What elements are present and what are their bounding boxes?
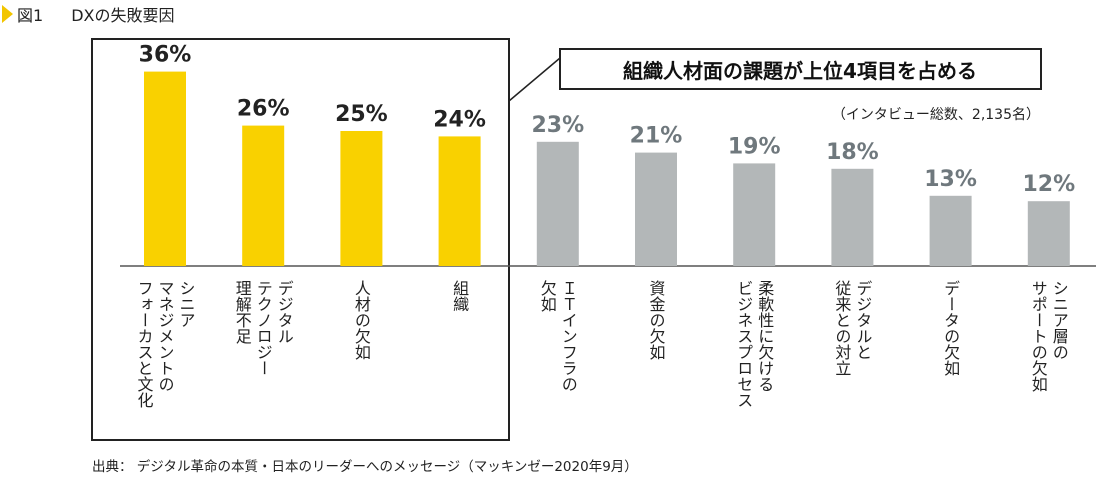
bar-2: [242, 125, 285, 266]
bar-10: [1027, 201, 1070, 266]
value-label-8: 18%: [826, 140, 879, 165]
value-label-1: 36%: [139, 43, 192, 68]
category-label-8-line-1: デジタルと: [853, 280, 872, 360]
triangle-marker-icon: [2, 5, 13, 23]
callout-line: [508, 57, 561, 102]
category-label-1-line-2: マネジメントの: [156, 280, 175, 392]
category-label-7-line-2: ビジネスプロセス: [734, 280, 753, 408]
category-label-2-line-1: デジタル: [275, 280, 294, 344]
bar-3: [340, 131, 383, 266]
callout-box: [559, 48, 1042, 90]
source-note: 出典： デジタル革命の本質・日本のリーダーへのメッセージ（マッキンゼー2020年…: [92, 459, 638, 475]
bars-group: [144, 71, 1070, 266]
value-label-4: 24%: [433, 107, 486, 132]
figure-title: DXの失敗要因: [71, 6, 175, 25]
value-label-10: 12%: [1022, 172, 1075, 197]
sample-note: （インタビュー総数、2,135名）: [832, 107, 1040, 123]
category-label-8-line-2: 従来との対立: [832, 280, 851, 376]
callout-text: 組織人材面の課題が上位4項目を占める: [623, 59, 977, 83]
category-label-10-line-2: サポートの欠如: [1029, 280, 1048, 392]
category-label-5-line-2: 欠如: [538, 280, 557, 312]
bar-4: [438, 136, 481, 266]
category-label-5-line-1: ＩＴインフラの: [559, 280, 578, 392]
figure-number: 図1: [17, 6, 44, 25]
category-label-2-line-3: 理解不足: [233, 280, 252, 344]
category-label-1-line-3: フォーカスと文化: [135, 280, 154, 408]
value-label-7: 19%: [728, 134, 781, 159]
category-label-9-line-1: データの欠如: [941, 280, 960, 376]
category-label-4-line-1: 組織: [450, 280, 469, 312]
bar-6: [635, 152, 677, 266]
bar-9: [929, 195, 972, 266]
category-label-7-line-1: 柔軟性に欠ける: [755, 280, 774, 392]
bar-8: [831, 168, 874, 266]
category-label-6-line-1: 資金の欠如: [647, 280, 666, 360]
bar-5: [536, 141, 579, 266]
bar-1: [144, 71, 186, 266]
category-label-2-line-2: テクノロジー: [254, 280, 273, 376]
value-labels-group: 36% 26% 25% 24% 23% 21% 19% 18% 13% 12%: [139, 43, 1075, 198]
highlight-box: [91, 38, 510, 441]
category-label-3-line-1: 人材の欠如: [352, 280, 371, 360]
bar-7: [733, 163, 776, 266]
value-label-2: 26%: [237, 97, 290, 122]
value-label-9: 13%: [924, 167, 977, 192]
value-label-3: 25%: [335, 102, 388, 127]
value-label-5: 23%: [531, 113, 584, 138]
category-label-1-line-1: シニア: [177, 280, 196, 328]
category-label-10-line-1: シニア層の: [1050, 280, 1069, 360]
figure-header: 図1 DXの失敗要因: [2, 2, 174, 26]
value-label-6: 21%: [630, 124, 683, 149]
